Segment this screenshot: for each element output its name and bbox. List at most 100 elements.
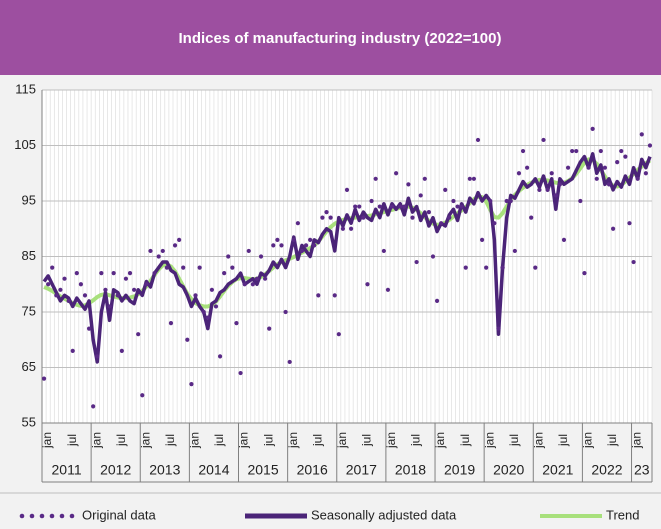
data-point (91, 404, 96, 409)
data-point (234, 321, 239, 326)
data-point (537, 187, 542, 192)
data-point (328, 215, 333, 220)
chart-title: Indices of manufacturing industry (2022=… (178, 30, 501, 47)
data-point (615, 160, 620, 165)
x-tick-label: jan (89, 432, 103, 449)
legend-marker (69, 513, 75, 519)
data-point (160, 248, 165, 254)
data-point (496, 326, 501, 331)
y-tick-label: 95 (22, 192, 36, 207)
series-line (42, 152, 652, 364)
data-point (177, 237, 182, 242)
data-point (156, 254, 161, 259)
data-point (418, 193, 423, 198)
x-tick-label: jan (237, 432, 251, 449)
data-point (504, 198, 509, 204)
data-point (136, 332, 141, 337)
x-tick-label: jan (138, 432, 152, 449)
x-tick-label: jan (581, 432, 595, 449)
data-point (250, 282, 255, 287)
data-point (332, 293, 337, 298)
data-point (119, 348, 124, 353)
x-tick-label: jul (212, 434, 226, 447)
data-point (385, 287, 391, 292)
y-tick-label: 55 (22, 414, 36, 429)
data-point (291, 237, 296, 242)
data-point (553, 193, 558, 198)
data-point (439, 221, 444, 226)
data-point (283, 309, 288, 315)
data-point (193, 293, 198, 298)
data-point (353, 204, 358, 209)
year-label: 2018 (395, 462, 426, 478)
data-point (512, 248, 517, 254)
data-point (394, 171, 399, 176)
data-point (389, 204, 395, 209)
data-point (348, 226, 354, 231)
year-label: 2021 (542, 462, 573, 478)
x-tick-label: jan (286, 432, 300, 449)
data-point (561, 237, 567, 242)
legend-label: Trend (606, 507, 639, 522)
data-point (578, 198, 583, 204)
data-point (377, 204, 382, 209)
legend-label: Seasonally adjusted data (311, 507, 457, 522)
data-point (152, 271, 157, 276)
x-tick-label: jul (261, 434, 275, 447)
data-point (58, 287, 63, 292)
data-point (267, 326, 272, 331)
data-point (570, 148, 575, 154)
data-point (303, 243, 309, 248)
data-point (545, 187, 550, 192)
data-point (324, 210, 329, 215)
x-tick-label: jul (556, 434, 570, 447)
data-point (565, 165, 571, 170)
data-point (459, 204, 464, 209)
legend-marker (39, 513, 45, 519)
data-point (74, 271, 79, 276)
data-point (594, 176, 599, 181)
year-label: 2019 (444, 462, 475, 478)
data-point (140, 393, 145, 398)
data-point (381, 248, 386, 254)
x-tick-label: jul (360, 434, 374, 447)
data-point (95, 354, 100, 359)
year-label: 2020 (493, 462, 524, 478)
data-point (189, 382, 194, 387)
data-point (185, 337, 190, 342)
data-point (422, 176, 427, 181)
data-point (263, 276, 268, 281)
data-point (205, 315, 210, 320)
x-tick-label: jan (531, 432, 545, 449)
legend-marker (29, 513, 35, 519)
x-tick-label: jul (114, 434, 128, 447)
data-point (410, 215, 415, 220)
data-point (287, 359, 292, 365)
x-tick-label: jul (458, 434, 472, 447)
data-point (480, 237, 485, 242)
data-point (549, 171, 554, 176)
data-point (643, 171, 648, 176)
y-tick-label: 105 (14, 137, 36, 152)
data-point (344, 187, 350, 192)
data-point (443, 187, 448, 192)
data-point (471, 176, 477, 181)
year-label: 23 (634, 462, 650, 478)
data-point (619, 148, 624, 154)
x-tick-label: jul (605, 434, 619, 447)
data-point (312, 243, 317, 248)
x-tick-label: jul (310, 434, 324, 447)
data-point (606, 182, 612, 187)
data-point (222, 271, 227, 276)
x-tick-label: jul (163, 434, 177, 447)
data-point (258, 254, 264, 259)
data-point (623, 154, 628, 159)
data-point (533, 265, 538, 270)
data-point (463, 265, 468, 270)
legend-marker (49, 513, 55, 519)
data-point (78, 282, 83, 287)
data-point (484, 265, 489, 270)
data-point (226, 254, 231, 259)
data-point (639, 132, 644, 137)
data-point (111, 271, 116, 276)
